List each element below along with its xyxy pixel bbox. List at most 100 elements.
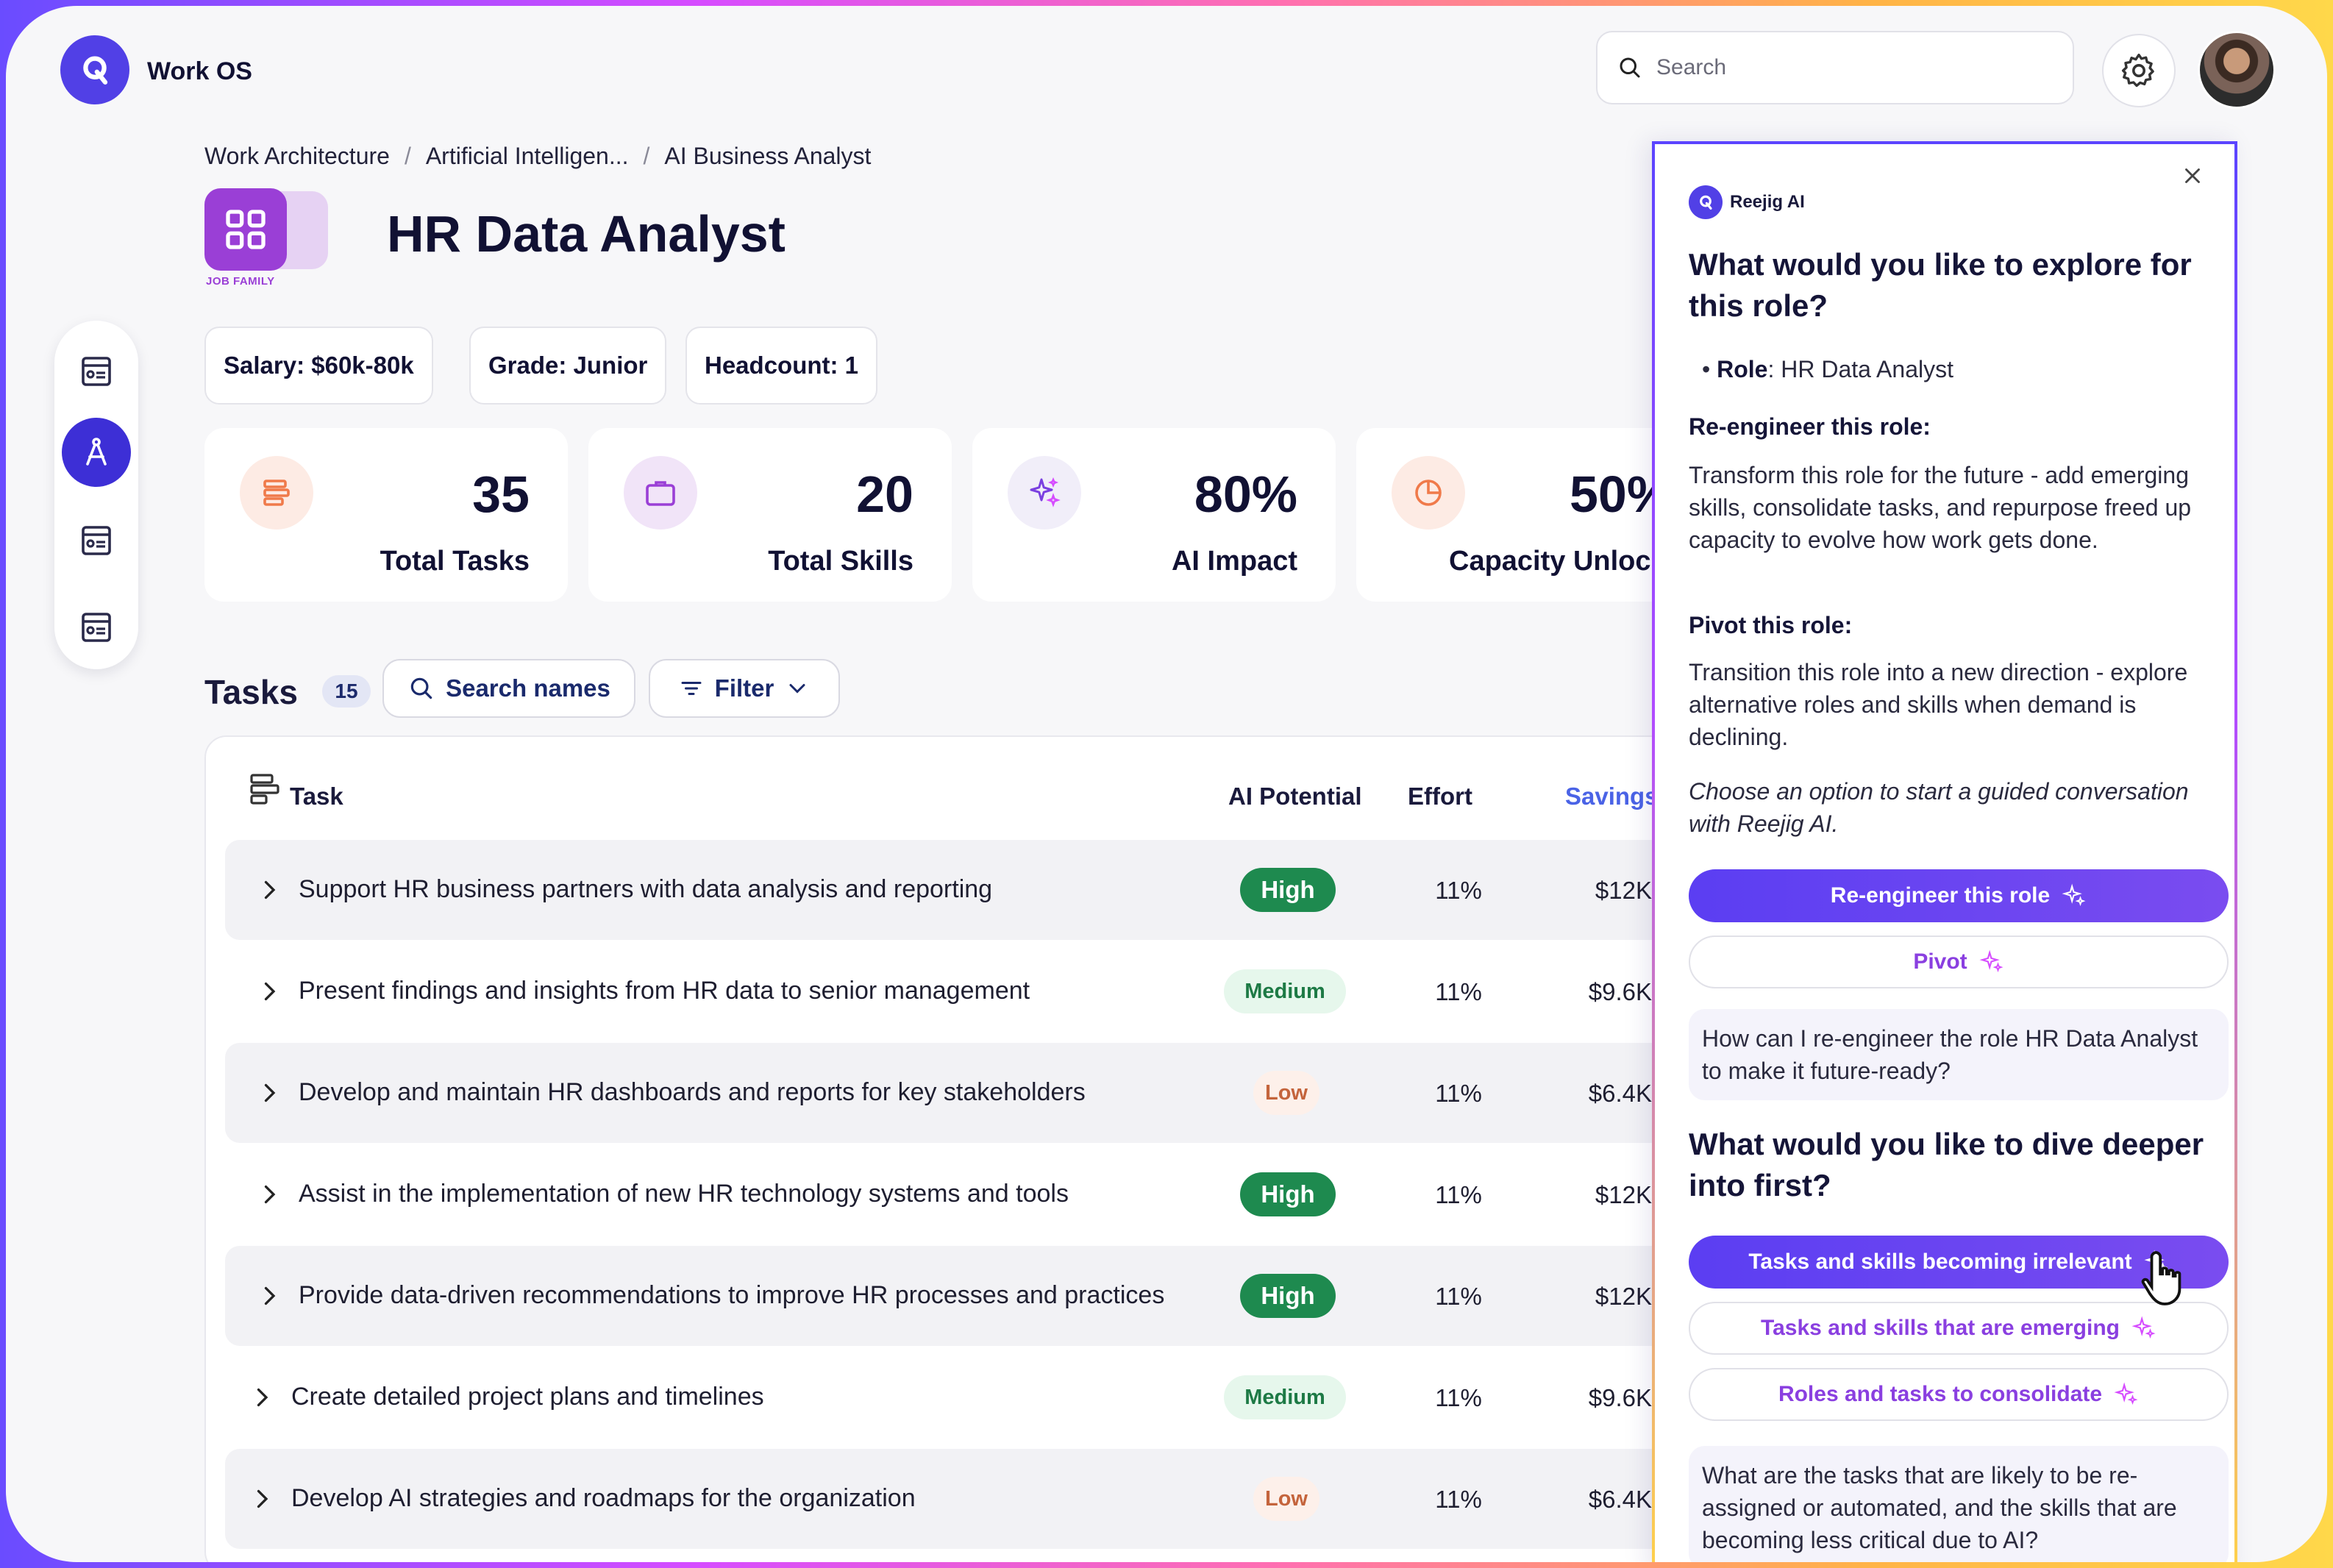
filter-label: Filter xyxy=(714,674,774,702)
savings-value: $12K xyxy=(1595,877,1652,904)
breadcrumb-item[interactable]: Work Architecture xyxy=(204,143,390,169)
reejig-logo-icon xyxy=(1689,185,1723,219)
reejig-brand-label: Reejig AI xyxy=(1730,192,1805,212)
ai-potential-badge: High xyxy=(1240,868,1336,912)
role-key: Role xyxy=(1717,356,1768,382)
stack-icon xyxy=(263,480,290,506)
savings-value: $6.4K xyxy=(1588,1486,1652,1513)
chevron-right-icon[interactable] xyxy=(256,1180,282,1209)
compass-icon xyxy=(86,438,107,466)
task-name: Support HR business partners with data a… xyxy=(299,875,993,903)
savings-value: $12K xyxy=(1595,1283,1652,1310)
stat-label: AI Impact xyxy=(1171,546,1297,577)
tasks-count-badge: 15 xyxy=(322,675,371,708)
emerging-skills-button[interactable]: Tasks and skills that are emerging xyxy=(1689,1302,2229,1355)
rail-item-1[interactable] xyxy=(62,337,131,406)
table-row[interactable]: Present findings and insights from HR da… xyxy=(225,941,1674,1041)
search-names-label: Search names xyxy=(446,674,610,702)
pivot-button[interactable]: Pivot xyxy=(1689,936,2229,988)
breadcrumb: Work Architecture / Artificial Intellige… xyxy=(204,143,871,170)
settings-button[interactable] xyxy=(2102,34,2176,107)
task-name: Assist in the implementation of new HR t… xyxy=(299,1180,1069,1208)
briefcase-icon xyxy=(646,481,675,506)
filter-button[interactable]: Filter xyxy=(649,659,840,718)
pivot-label: Pivot xyxy=(1913,949,1967,974)
reengineer-role-label: Re-engineer this role xyxy=(1830,883,2051,908)
suggested-prompt[interactable]: How can I re-engineer the role HR Data A… xyxy=(1689,1009,2229,1100)
stat-card-ai-impact: 80% AI Impact xyxy=(972,428,1336,602)
chevron-right-icon[interactable] xyxy=(256,1078,282,1108)
search-icon xyxy=(410,677,432,699)
ai-potential-badge: High xyxy=(1240,1172,1336,1216)
sparkles-icon xyxy=(1030,477,1061,507)
task-name: Develop AI strategies and roadmaps for t… xyxy=(291,1484,916,1512)
ai-potential-badge: High xyxy=(1240,1274,1336,1318)
hand-cursor-icon xyxy=(2141,1251,2181,1305)
table-row[interactable]: Develop and maintain HR dashboards and r… xyxy=(225,1043,1674,1143)
pie-icon xyxy=(1415,480,1442,506)
irrelevant-skills-button[interactable]: Tasks and skills becoming irrelevant xyxy=(1689,1236,2229,1289)
pivot-title: Pivot this role: xyxy=(1689,612,1853,638)
logo-icon xyxy=(83,56,108,85)
effort-value: 11% xyxy=(1435,978,1482,1005)
layout-card-icon xyxy=(82,526,111,555)
reengineer-role-button[interactable]: Re-engineer this role xyxy=(1689,869,2229,922)
page-title: HR Data Analyst xyxy=(387,205,786,263)
grid-icon xyxy=(226,210,266,249)
effort-value: 11% xyxy=(1435,1486,1482,1513)
breadcrumb-item[interactable]: Artificial Intelligen... xyxy=(425,143,629,169)
search-box[interactable] xyxy=(1596,31,2074,104)
user-avatar[interactable] xyxy=(2198,31,2276,109)
ai-heading-dive-deeper: What would you like to dive deeper into … xyxy=(1689,1127,2204,1202)
column-header-effort[interactable]: Effort xyxy=(1408,783,1472,810)
pivot-description: Transition this role into a new directio… xyxy=(1689,659,2188,750)
ai-heading-explore: What would you like to explore for this … xyxy=(1689,247,2192,323)
effort-value: 11% xyxy=(1435,1283,1482,1310)
chevron-right-icon[interactable] xyxy=(256,977,282,1006)
chevron-right-icon[interactable] xyxy=(256,1281,282,1311)
table-row[interactable]: Develop AI strategies and roadmaps for t… xyxy=(225,1449,1674,1549)
savings-value: $9.6K xyxy=(1588,978,1652,1005)
stat-label: Total Skills xyxy=(768,546,913,577)
workos-logo[interactable] xyxy=(60,35,129,104)
sparkles-icon xyxy=(2114,1382,2138,1405)
consolidate-button[interactable]: Roles and tasks to consolidate xyxy=(1689,1368,2229,1421)
savings-value: $12K xyxy=(1595,1181,1652,1208)
job-family-label: JOB FAMILY xyxy=(206,275,275,288)
effort-value: 11% xyxy=(1435,1384,1482,1411)
rail-item-architecture[interactable] xyxy=(62,418,131,487)
table-row[interactable]: Create detailed project plans and timeli… xyxy=(225,1347,1674,1447)
layout-card-icon xyxy=(82,613,111,642)
task-name: Develop and maintain HR dashboards and r… xyxy=(299,1078,1086,1106)
chevron-right-icon[interactable] xyxy=(249,1484,275,1514)
chevron-right-icon[interactable] xyxy=(256,875,282,905)
ai-potential-badge: Low xyxy=(1253,1071,1319,1115)
chevron-right-icon[interactable] xyxy=(249,1383,275,1412)
effort-value: 11% xyxy=(1435,1080,1482,1107)
consolidate-label: Roles and tasks to consolidate xyxy=(1778,1382,2103,1406)
column-header-ai-potential[interactable]: AI Potential xyxy=(1228,783,1362,810)
table-row[interactable]: Assist in the implementation of new HR t… xyxy=(225,1144,1674,1244)
rail-item-3[interactable] xyxy=(62,506,131,575)
salary-pill: Salary: $60k-80k xyxy=(204,327,433,405)
tasks-title: Tasks xyxy=(204,673,299,711)
reejig-brand: Reejig AI xyxy=(1689,185,1805,219)
ai-potential-badge: Medium xyxy=(1224,1375,1346,1419)
ai-potential-badge: Medium xyxy=(1224,969,1346,1013)
table-row[interactable]: Provide data-driven recommendations to i… xyxy=(225,1246,1674,1346)
app-name: Work OS xyxy=(147,57,252,85)
column-header-savings[interactable]: Savings xyxy=(1565,783,1659,810)
search-names-button[interactable]: Search names xyxy=(382,659,635,718)
table-row[interactable]: Support HR business partners with data a… xyxy=(225,840,1674,940)
search-input[interactable] xyxy=(1656,55,2054,80)
stat-icon-wrap xyxy=(1392,456,1465,530)
search-icon xyxy=(1620,57,1640,78)
rail-item-4[interactable] xyxy=(62,593,131,662)
effort-value: 11% xyxy=(1435,877,1482,904)
close-icon[interactable] xyxy=(2180,163,2205,188)
stat-icon-wrap xyxy=(240,456,313,530)
column-header-task[interactable]: Task xyxy=(290,783,343,810)
suggested-prompt[interactable]: What are the tasks that are likely to be… xyxy=(1689,1446,2229,1562)
breadcrumb-item[interactable]: AI Business Analyst xyxy=(664,143,872,169)
irrelevant-skills-label: Tasks and skills becoming irrelevant xyxy=(1748,1250,2132,1274)
